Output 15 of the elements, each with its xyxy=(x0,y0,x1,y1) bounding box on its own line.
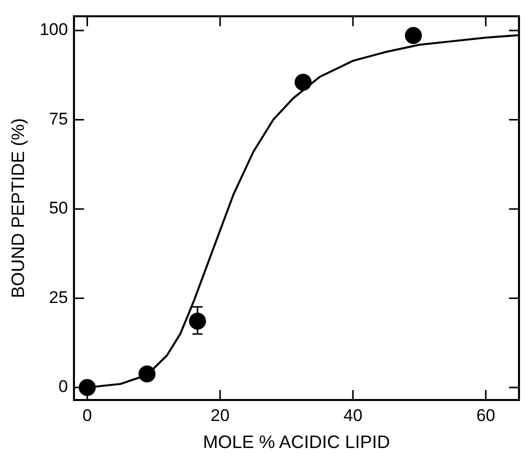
x-tick-label: 0 xyxy=(82,406,92,425)
y-tick-label: 25 xyxy=(49,288,68,307)
y-tick-label: 50 xyxy=(49,198,68,218)
point xyxy=(294,74,312,91)
y-tick-label: 0 xyxy=(58,377,68,396)
point xyxy=(138,365,156,382)
x-tick-label: 60 xyxy=(476,406,496,425)
point xyxy=(404,26,422,44)
point xyxy=(78,379,96,396)
x-tick-label: 20 xyxy=(210,406,230,425)
y-tick-label: 100 xyxy=(40,20,68,40)
y-tick-label: 75 xyxy=(49,109,68,128)
x-axis-title: MOLE % ACIDIC LIPID xyxy=(202,432,390,452)
x-tick-label: 40 xyxy=(343,406,362,425)
y-axis-title: BOUND PEPTIDE (%) xyxy=(8,118,28,298)
